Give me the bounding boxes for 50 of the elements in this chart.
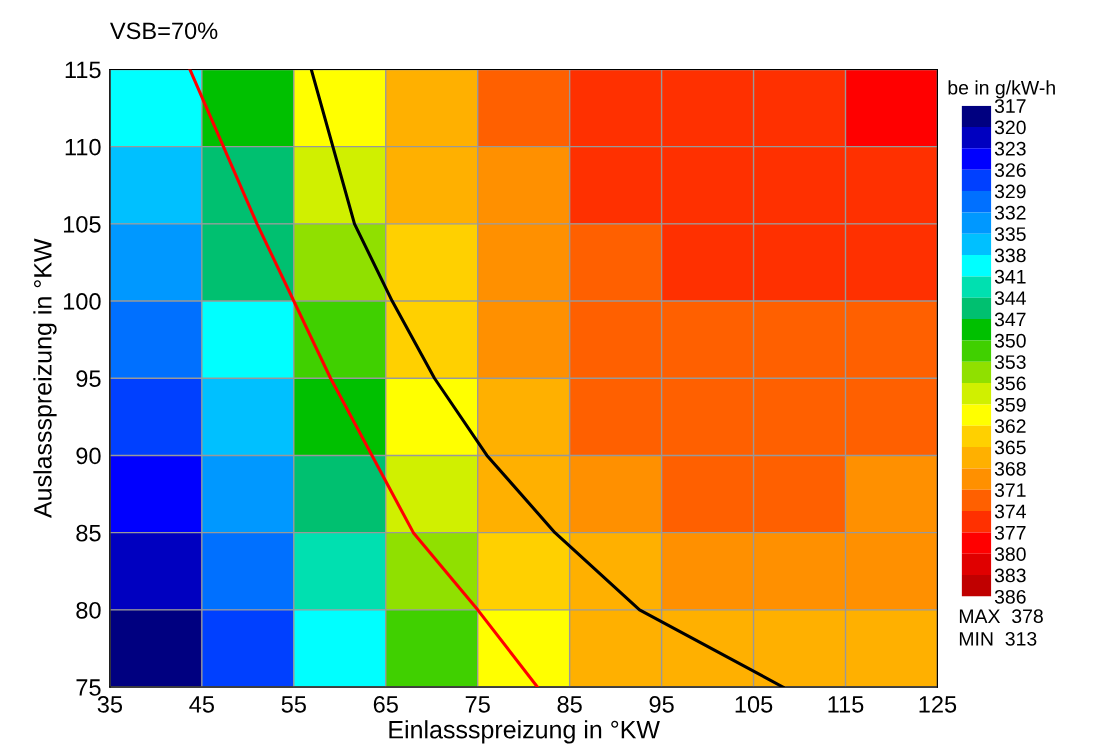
color-bar-label: 332 xyxy=(994,205,1026,220)
text: MAX 378 xyxy=(959,609,1043,624)
x-tick-label: 65 xyxy=(373,696,398,713)
x-tick-label: 95 xyxy=(649,696,674,713)
color-bar-label: 368 xyxy=(994,461,1026,476)
y-tick-label: 110 xyxy=(65,138,101,156)
color-bar-title: be in g/kW-h xyxy=(948,80,1055,99)
color-bar-label: 335 xyxy=(994,227,1026,241)
color-bar-label: 353 xyxy=(994,355,1026,369)
color-bar-label: 362 xyxy=(994,419,1026,433)
x-tick-label: 45 xyxy=(189,696,214,713)
color-bar-label: 359 xyxy=(994,397,1026,412)
color-bar-label: 380 xyxy=(994,547,1026,562)
color-bar-label: 386 xyxy=(994,589,1026,604)
x-tick-label: 35 xyxy=(97,696,123,713)
y-axis-title: Auslassspreizung in °KW xyxy=(33,238,57,518)
y-tick-label: 115 xyxy=(65,61,101,79)
color-bar-label: 371 xyxy=(994,483,1026,497)
color-bar-label: 350 xyxy=(994,333,1026,348)
color-bar-label: 317 xyxy=(994,99,1026,113)
color-bar-label: 326 xyxy=(994,163,1026,177)
color-bar-label: 329 xyxy=(994,184,1026,199)
color-bar-label: 320 xyxy=(994,120,1026,135)
y-tick-label: 95 xyxy=(76,370,101,388)
color-bar-label: 356 xyxy=(994,376,1026,391)
x-tick-label: 75 xyxy=(465,696,490,713)
x-tick-label: 115 xyxy=(828,696,864,713)
color-bar-label: 338 xyxy=(994,248,1026,263)
color-bar-label: 383 xyxy=(994,568,1026,583)
color-bar-label: 347 xyxy=(994,312,1026,327)
x-axis-title: Einlassspreizung in °KW xyxy=(389,720,660,744)
color-bar-label: 323 xyxy=(994,141,1026,156)
x-tick-label: 85 xyxy=(557,696,582,713)
x-tick-label: 125 xyxy=(919,696,957,713)
y-tick-label: 90 xyxy=(76,447,101,465)
y-tick-label: 100 xyxy=(63,293,101,310)
x-tick-label: 105 xyxy=(735,696,773,713)
line-series xyxy=(188,69,539,688)
y-tick-label: 105 xyxy=(63,215,101,233)
color-bar-label: 365 xyxy=(994,440,1026,455)
y-tick-label: 85 xyxy=(76,524,101,542)
color-bar-label: 341 xyxy=(994,269,1026,284)
color-bar-label: 344 xyxy=(994,291,1026,305)
y-tick-label: 80 xyxy=(76,601,101,619)
x-tick-label: 55 xyxy=(281,696,306,713)
color-bar-label: 374 xyxy=(994,504,1026,519)
chart-title: VSB=70% xyxy=(110,22,218,40)
color-bar-label: 377 xyxy=(994,525,1026,540)
text: MIN 313 xyxy=(959,631,1037,646)
y-tick-label: 75 xyxy=(76,679,101,696)
